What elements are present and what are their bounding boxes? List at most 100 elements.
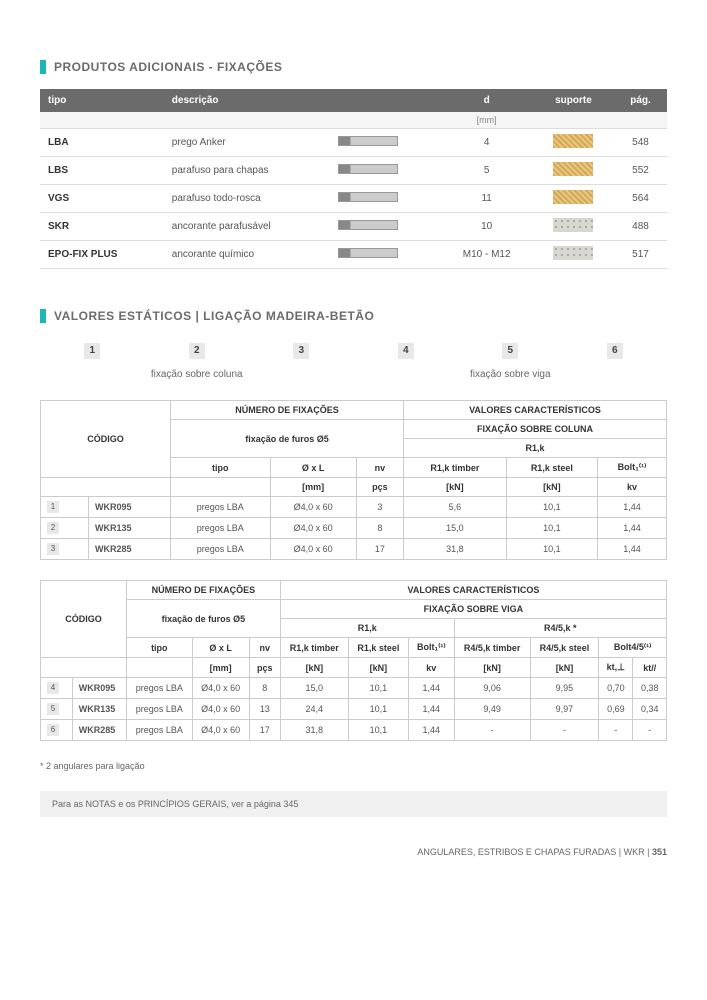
section-title-2: VALORES ESTÁTICOS | LIGAÇÃO MADEIRA-BETÃ… — [40, 309, 667, 323]
cell-idx: 3 — [41, 539, 89, 560]
th-fixfuros: fixação de furos Ø5 — [171, 420, 404, 458]
cell-tipo: pregos LBA — [126, 720, 192, 741]
cell-tipo: SKR — [40, 213, 164, 241]
wood-icon — [553, 190, 593, 204]
screw-icon — [338, 136, 398, 146]
th-numfix: NÚMERO DE FIXAÇÕES — [171, 401, 404, 420]
cell-b45a: 0,70 — [599, 678, 633, 699]
cell-descricao: ancorante químico — [164, 241, 331, 269]
th-valcar: VALORES CARACTERÍSTICOS — [280, 581, 666, 600]
cell-idx: 6 — [41, 720, 73, 741]
cell-nv: 17 — [356, 539, 403, 560]
th-r45timber: R4/5,k timber — [454, 638, 530, 658]
cell-oxl: Ø4,0 x 60 — [192, 699, 249, 720]
cell-tipo: VGS — [40, 185, 164, 213]
cell-codigo: WKR135 — [89, 518, 171, 539]
diagram-labels: fixação sobre coluna fixação sobre viga — [40, 369, 667, 380]
cell-codigo: WKR095 — [89, 497, 171, 518]
cell-tipo: LBS — [40, 157, 164, 185]
cell-tipo: pregos LBA — [126, 699, 192, 720]
cell-bolt: 1,44 — [597, 497, 666, 518]
diagram-box: 3 — [293, 343, 309, 359]
screw-icon — [338, 192, 398, 202]
cell-d: 11 — [440, 185, 532, 213]
wood-icon — [553, 162, 593, 176]
table-coluna: CÓDIGO NÚMERO DE FIXAÇÕES VALORES CARACT… — [40, 400, 667, 560]
th-d-unit: [mm] — [440, 112, 532, 129]
th-r45steel: R4/5,k steel — [530, 638, 598, 658]
table-row: 1 WKR095 pregos LBA Ø4,0 x 60 3 5,6 10,1… — [41, 497, 667, 518]
cell-codigo: WKR095 — [72, 678, 126, 699]
note-box: Para as NOTAS e os PRINCÍPIOS GERAIS, ve… — [40, 791, 667, 817]
cell-r1s: 10,1 — [348, 678, 408, 699]
diagram-box: 6 — [607, 343, 623, 359]
th-fixcol: FIXAÇÃO SOBRE COLUNA — [403, 420, 666, 439]
cell-screw-icon — [330, 129, 440, 157]
cell-r45s: - — [530, 720, 598, 741]
cell-idx: 4 — [41, 678, 73, 699]
cell-r1s: 10,1 — [348, 720, 408, 741]
diagram-box: 4 — [398, 343, 414, 359]
cell-r1s: 10,1 — [506, 497, 597, 518]
th-tipo: tipo — [126, 638, 192, 658]
footer-page: 351 — [652, 847, 667, 857]
screw-icon — [338, 220, 398, 230]
cell-r1t: 31,8 — [280, 720, 348, 741]
th-bolt1: Bolt₁⁽¹⁾ — [409, 638, 455, 658]
cell-codigo: WKR135 — [72, 699, 126, 720]
u-pcs: pçs — [356, 478, 403, 497]
th-oxl: Ø x L — [192, 638, 249, 658]
cell-r45s: 9,97 — [530, 699, 598, 720]
section-title-1: PRODUTOS ADICIONAIS - FIXAÇÕES — [40, 60, 667, 74]
cell-tipo: LBA — [40, 129, 164, 157]
th-codigo: CÓDIGO — [41, 581, 127, 658]
diagram-num: 1 — [84, 343, 100, 359]
th-oxl: Ø x L — [270, 458, 356, 478]
cell-r45s: 9,95 — [530, 678, 598, 699]
table-row: 2 WKR135 pregos LBA Ø4,0 x 60 8 15,0 10,… — [41, 518, 667, 539]
diagram-num: 6 — [607, 343, 623, 359]
table-viga: CÓDIGO NÚMERO DE FIXAÇÕES VALORES CARACT… — [40, 580, 667, 741]
th-r1k: R1,k — [280, 619, 454, 638]
cell-b45a: 0,69 — [599, 699, 633, 720]
cell-b45b: 0,38 — [633, 678, 667, 699]
th-codigo: CÓDIGO — [41, 401, 171, 478]
th-suporte: suporte — [533, 89, 614, 112]
cell-r1s: 10,1 — [506, 539, 597, 560]
diagram-num: 3 — [293, 343, 309, 359]
diagram-num: 2 — [189, 343, 205, 359]
cell-tipo: EPO-FIX PLUS — [40, 241, 164, 269]
cell-codigo: WKR285 — [89, 539, 171, 560]
cell-screw-icon — [330, 185, 440, 213]
cell-tipo: pregos LBA — [171, 539, 270, 560]
cell-d: 10 — [440, 213, 532, 241]
cell-b1: 1,44 — [409, 678, 455, 699]
cell-suporte — [533, 241, 614, 269]
concrete-icon — [553, 246, 593, 260]
cell-r45t: 9,06 — [454, 678, 530, 699]
section-title-text: VALORES ESTÁTICOS | LIGAÇÃO MADEIRA-BETÃ… — [54, 309, 374, 323]
table-row: 5 WKR135 pregos LBA Ø4,0 x 60 13 24,4 10… — [41, 699, 667, 720]
cell-nv: 17 — [249, 720, 280, 741]
th-image — [330, 89, 440, 112]
cell-screw-icon — [330, 241, 440, 269]
th-r45k: R4/5,k * — [454, 619, 666, 638]
cell-r45t: - — [454, 720, 530, 741]
cell-pag: 517 — [614, 241, 667, 269]
cell-oxl: Ø4,0 x 60 — [192, 720, 249, 741]
diagram-box: 5 — [502, 343, 518, 359]
th-fixfuros: fixação de furos Ø5 — [126, 600, 280, 638]
th-nv: nv — [356, 458, 403, 478]
table-row: 6 WKR285 pregos LBA Ø4,0 x 60 17 31,8 10… — [41, 720, 667, 741]
concrete-icon — [553, 218, 593, 232]
cell-screw-icon — [330, 157, 440, 185]
cell-screw-icon — [330, 213, 440, 241]
cell-pag: 488 — [614, 213, 667, 241]
th-valcar: VALORES CARACTERÍSTICOS — [403, 401, 666, 420]
th-numfix: NÚMERO DE FIXAÇÕES — [126, 581, 280, 600]
cell-oxl: Ø4,0 x 60 — [192, 678, 249, 699]
cell-b45a: - — [599, 720, 633, 741]
cell-nv: 8 — [249, 678, 280, 699]
th-r1ktimber: R1,k timber — [280, 638, 348, 658]
th-tipo: tipo — [40, 89, 164, 112]
